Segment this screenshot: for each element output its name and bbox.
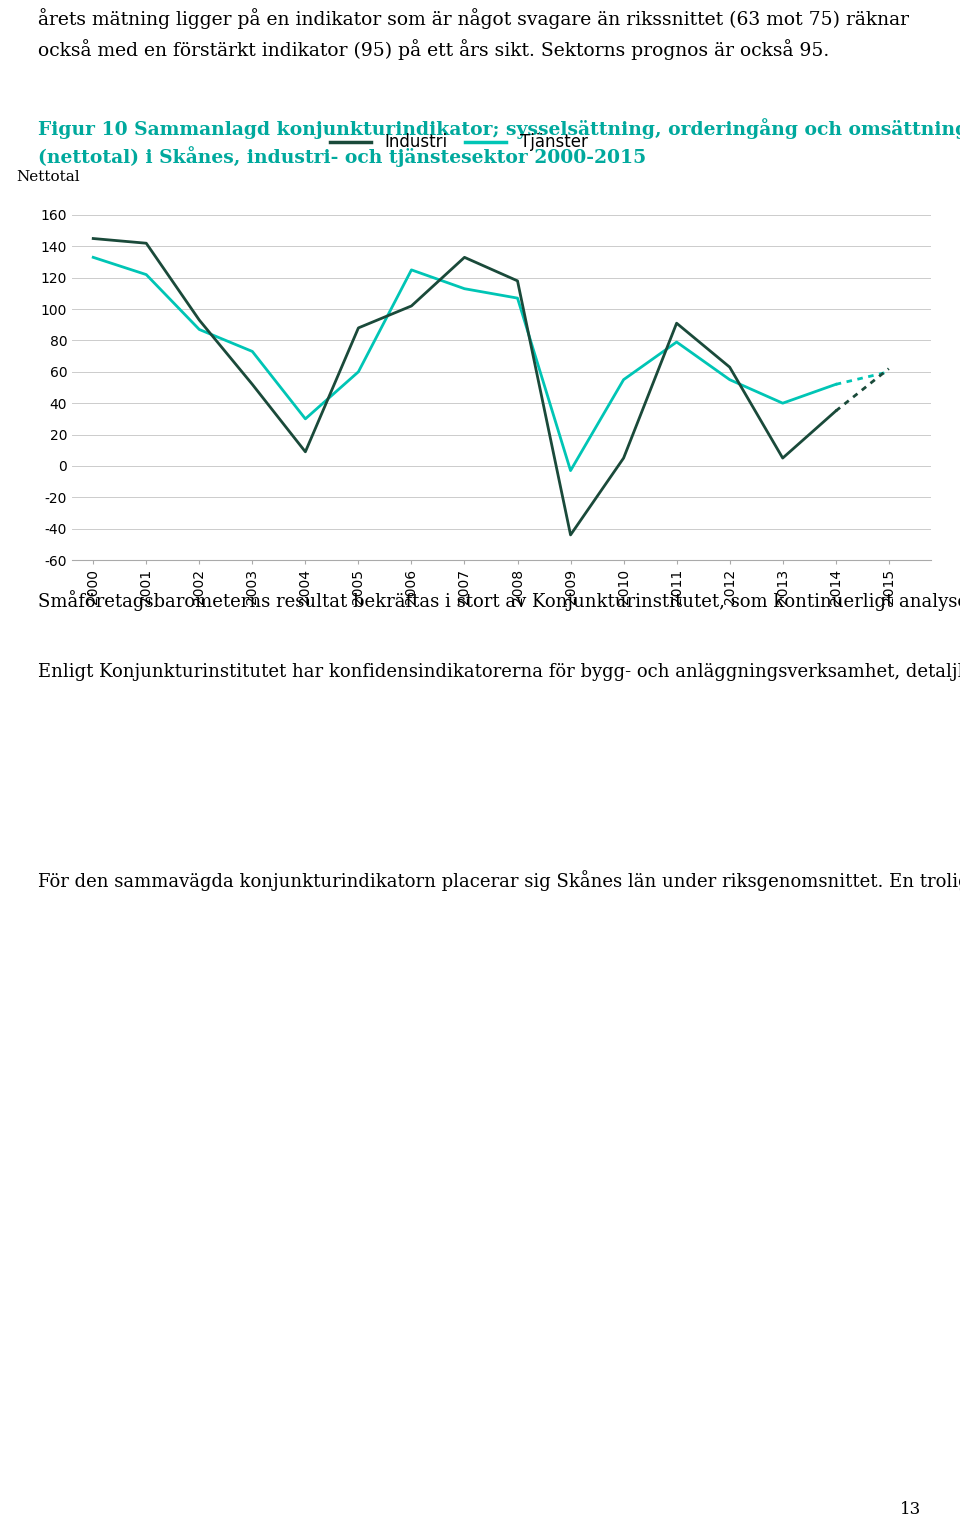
- Text: årets mätning ligger på en indikator som är något svagare än rikssnittet (63 mot: årets mätning ligger på en indikator som…: [38, 8, 909, 60]
- Text: Figur 10 Sammanlagd konjunkturindikator; sysselsättning, orderingång och omsättn: Figur 10 Sammanlagd konjunkturindikator;…: [38, 118, 960, 166]
- Legend: Industri, Tjänster: Industri, Tjänster: [324, 127, 594, 159]
- Text: För den sammavägda konjunkturindikatorn placerar sig Skånes län under riksgenoms: För den sammavägda konjunkturindikatorn …: [38, 870, 960, 891]
- Text: 13: 13: [900, 1502, 922, 1518]
- Text: Småföretagsbarometerns resultat bekräftas i stort av Konjunkturinstitutet, som k: Småföretagsbarometerns resultat bekräfta…: [38, 591, 960, 610]
- Text: Nettotal: Nettotal: [16, 171, 80, 185]
- Text: Enligt Konjunkturinstitutet har konfidensindikatorerna för bygg- och anläggnings: Enligt Konjunkturinstitutet har konfiden…: [38, 661, 960, 681]
